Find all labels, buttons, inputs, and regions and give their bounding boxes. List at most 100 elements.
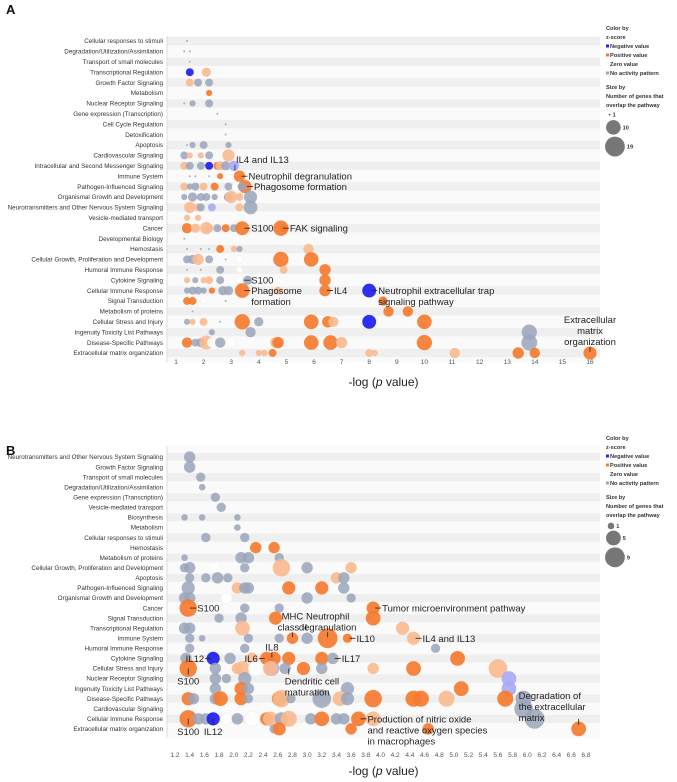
legend-item: Positive value [610,53,647,59]
annotation: Neutrophil degranulation [241,172,352,183]
bubble-lp [365,349,374,357]
bubble-g [186,268,189,271]
row-band [167,99,600,108]
bubble-lp [230,245,238,253]
annotation: IL12 [204,718,222,738]
category-label: Ingenuity Toxicity List Pathways [75,686,163,693]
bubble-p [314,711,330,727]
bubble-g [240,532,250,543]
bubble-g [199,268,202,271]
bubble-w [244,711,260,727]
bubble-lp [303,243,314,255]
annotation-label: IL12 [186,654,205,665]
bubble-p [273,251,289,268]
annotation-label: degranulation [299,622,357,633]
bubble-g [191,182,200,191]
annotation-label: S100 [177,727,199,738]
bubble-g [183,287,191,294]
bubble-g [199,248,202,250]
bubble-g [340,682,355,696]
annotation-label: IL4 [334,286,347,297]
bubble-p [416,334,433,351]
legend-title: Color by [606,26,630,32]
bubble-p [235,221,250,236]
row-band [167,593,600,603]
bubble-lp [272,689,291,708]
bubble-p [213,691,228,707]
bubble-lp [235,203,244,212]
legend-title: Number of genes that [606,504,664,510]
category-label: Neurotransmitters and Other Nervous Syst… [8,205,164,212]
bubble-g [198,634,206,642]
bubble-g [183,237,186,240]
annotation-label: class II [278,622,308,633]
x-tick-label: 2.0 [229,752,238,759]
bubble-lp [222,149,235,162]
bubble-lp [199,182,208,191]
bubble-lp [197,152,204,159]
x-tick-label: 2.4 [259,752,268,759]
x-tick-label: 3.2 [317,752,326,759]
bubble-g [186,183,193,190]
annotation: S100 [244,224,273,235]
bubble-p [417,314,432,330]
legend-item: Zero value [610,472,638,478]
row-band [167,694,600,703]
legend-size-label: 1 [613,113,616,119]
row-band [167,203,600,212]
x-axis-title-part: -log ( [348,375,375,389]
bubble-p [221,224,230,233]
legend-size-circle [606,120,621,135]
row-band [167,573,600,582]
category-label: Hemostasis [130,545,163,552]
row-band [167,140,600,150]
bubble-p [286,632,299,644]
bubble-w [220,712,233,725]
bubble-g [340,692,355,706]
bubble-lp [192,253,204,266]
annotation: S100 [177,718,199,738]
x-tick-label: 6.6 [567,752,576,759]
annotation-label: matrix [519,713,545,724]
x-tick-label: 1 [174,359,178,366]
x-tick-label: 3.6 [347,752,356,759]
bubble-g [231,713,244,725]
bubble-g [224,652,236,665]
bubble-g [181,193,188,201]
bubble-g [221,161,231,171]
bubble-g [183,562,196,574]
bubble-lp [438,690,455,707]
bubble-g [187,692,200,705]
category-label: Extracellular matrix organization [73,350,163,357]
bubble-g [305,713,317,725]
bubble-p [268,349,277,357]
bubble-g [216,265,225,274]
x-tick-label: 1.6 [200,752,209,759]
annotation-label: signaling pathway [378,297,454,308]
bubble-p [319,274,331,286]
annotation-label: IL4 and IL13 [423,634,476,645]
panel-a: A Cellular responses to stimuli Degradatio… [6,2,664,389]
bubble-g [223,285,234,296]
category-label: Metabolism [131,90,163,97]
bubble-p [497,690,514,707]
bubble-p [179,599,197,617]
x-tick-label: 3.8 [361,752,370,759]
row-band [167,452,600,462]
bubble-p [406,661,421,676]
annotation-label: organization [564,337,616,348]
x-axis-title-part: p [375,764,383,778]
bubble-lp [189,318,196,325]
annotation-label: FAK signaling [290,224,348,235]
bubble-g [191,310,194,313]
bubble-g [274,633,284,643]
row-band [167,553,600,562]
x-tick-label: 3 [229,359,233,366]
bubble-g [194,286,203,295]
row-band [167,513,600,522]
bubble-p [378,296,388,306]
bubble-p [282,581,296,595]
